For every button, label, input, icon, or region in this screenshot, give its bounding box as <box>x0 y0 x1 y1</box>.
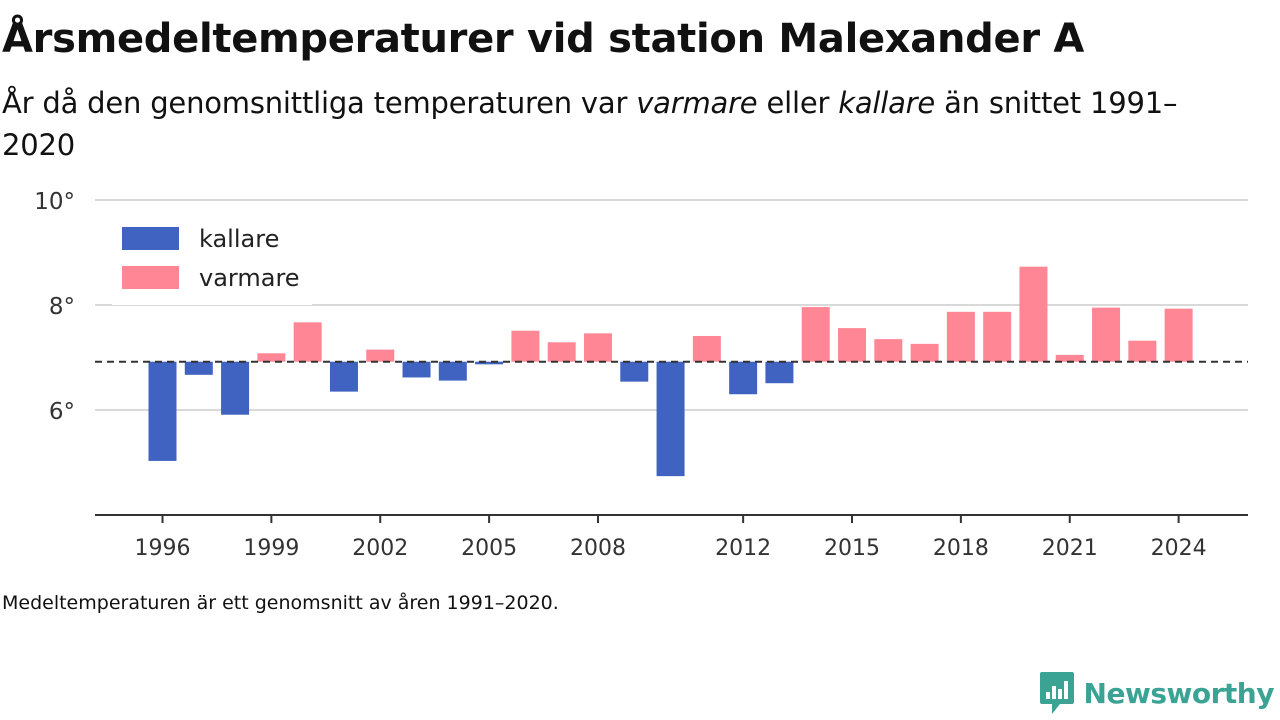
bar-2014 <box>801 307 830 362</box>
bar-2008 <box>583 333 612 362</box>
x-tick-label: 1996 <box>135 536 191 561</box>
x-tick-label: 2008 <box>570 536 626 561</box>
bar-2007 <box>547 342 576 362</box>
bar-2017 <box>910 343 939 362</box>
brand-logo: Newsworthy <box>1038 670 1275 716</box>
bar-2022 <box>1092 307 1121 362</box>
legend-label-kallare: kallare <box>199 225 279 253</box>
legend-label-varmare: varmare <box>199 264 300 292</box>
bar-2010 <box>656 361 685 477</box>
y-axis-ticks: 6° 8° 10° <box>34 189 75 425</box>
y-tick-label: 8° <box>49 294 75 320</box>
chart-title: Årsmedeltemperaturer vid station Malexan… <box>2 16 1085 62</box>
x-tick-label: 2018 <box>933 536 989 561</box>
y-tick-label: 10° <box>34 189 75 215</box>
legend-swatch-kallare <box>122 227 179 250</box>
bar-2005 <box>475 361 504 365</box>
x-tick-label: 2005 <box>461 536 517 561</box>
x-tick-label: 1999 <box>243 536 299 561</box>
y-tick-label: 6° <box>49 399 75 425</box>
legend-swatch-varmare <box>122 266 179 289</box>
bar-2001 <box>329 361 358 392</box>
footnote: Medeltemperaturen är ett genomsnitt av å… <box>2 592 559 614</box>
bar-2002 <box>366 349 395 362</box>
chart-subtitle: År då den genomsnittliga temperaturen va… <box>2 82 1202 166</box>
newsworthy-icon <box>1039 672 1074 714</box>
bar-2024 <box>1164 308 1193 362</box>
subtitle-text-2: eller <box>757 86 839 120</box>
x-tick-label: 2002 <box>352 536 408 561</box>
bar-2015 <box>838 328 867 362</box>
x-tick-label: 2015 <box>824 536 880 561</box>
subtitle-emphasis-kallare: kallare <box>838 86 936 120</box>
brand-name: Newsworthy <box>1083 676 1275 710</box>
bar-2000 <box>293 322 322 362</box>
bar-2009 <box>620 361 649 382</box>
bar-1999 <box>257 353 286 362</box>
legend: kallare varmare <box>112 215 312 305</box>
bar-2020 <box>1019 266 1048 362</box>
bar-1996 <box>148 361 177 461</box>
bar-2004 <box>438 361 467 381</box>
bar-2016 <box>874 339 903 362</box>
bar-1998 <box>221 361 250 415</box>
bar-2012 <box>729 361 758 395</box>
x-tick-label: 2021 <box>1042 536 1098 561</box>
temperature-bar-chart: 6° 8° 10° 1996 1999 2002 2005 2008 2012 2015 2018… <box>34 189 1248 561</box>
bar-2003 <box>402 361 431 378</box>
subtitle-text-1: År då den genomsnittliga temperaturen va… <box>2 86 637 120</box>
bar-2023 <box>1128 340 1157 362</box>
bar-2018 <box>946 311 975 362</box>
bar-2019 <box>983 311 1012 362</box>
x-axis-ticks: 1996 1999 2002 2005 2008 2012 2015 2018 2021 2024 <box>135 515 1207 561</box>
x-tick-label: 2012 <box>715 536 771 561</box>
bar-2021 <box>1055 354 1084 362</box>
subtitle-text-3: än snittet 1991–2020 <box>2 86 1178 162</box>
subtitle-emphasis-varmare: varmare <box>636 86 758 120</box>
bar-2013 <box>765 361 794 384</box>
bar-1997 <box>184 361 213 375</box>
bars <box>148 266 1193 477</box>
x-tick-label: 2024 <box>1151 536 1207 561</box>
bar-2006 <box>511 330 540 362</box>
bar-2011 <box>692 335 721 362</box>
